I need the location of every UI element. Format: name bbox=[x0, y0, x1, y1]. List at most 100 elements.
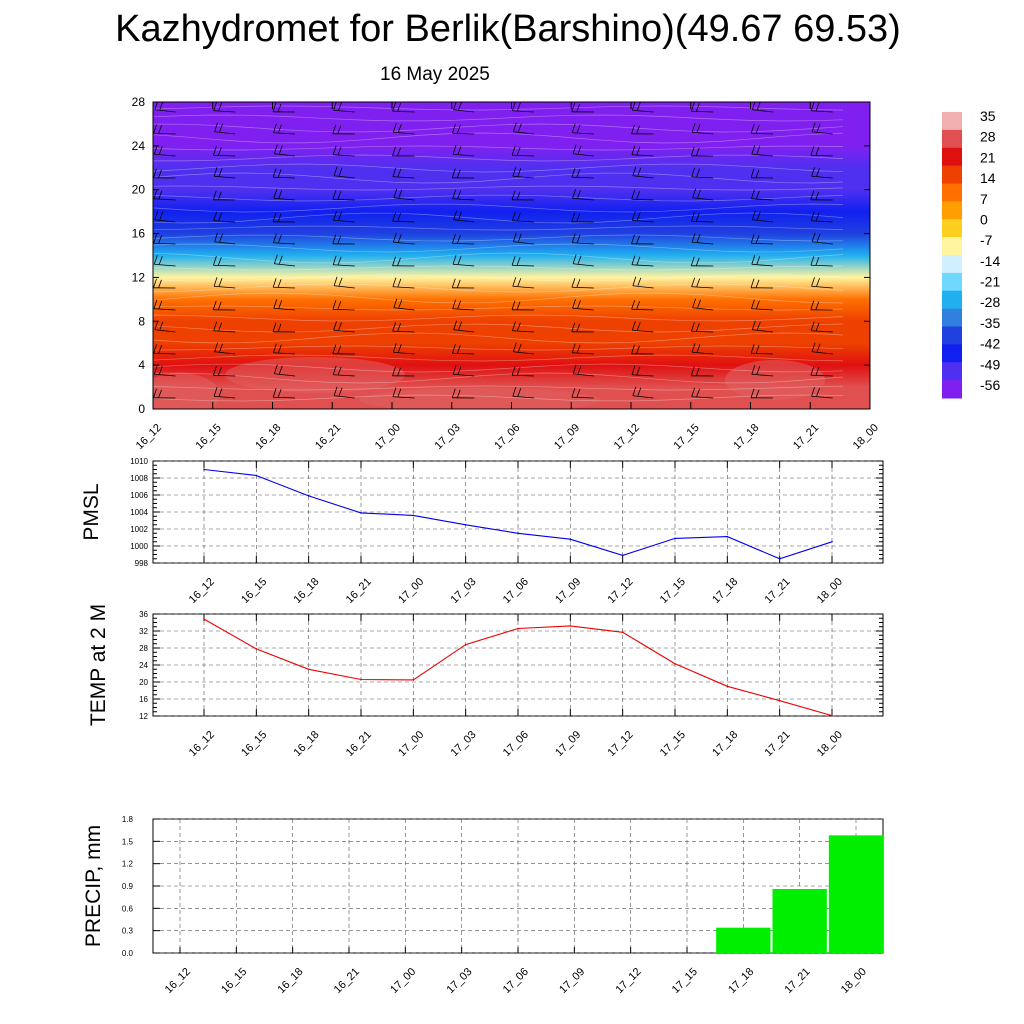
wind-barb bbox=[811, 122, 833, 135]
wind-barb bbox=[333, 386, 355, 399]
wind-barb bbox=[153, 365, 176, 377]
x-tick-label: 17_18 bbox=[726, 966, 756, 996]
colorbar-label: 0 bbox=[980, 211, 988, 227]
wind-barb bbox=[452, 365, 475, 377]
x-tick-label: 16_12 bbox=[134, 422, 164, 452]
chart-date: 16 May 2025 bbox=[380, 64, 490, 85]
contour-line bbox=[153, 225, 844, 231]
colorbar-segment bbox=[942, 380, 962, 399]
wind-barb bbox=[452, 234, 475, 245]
colorbar-segment bbox=[942, 344, 962, 363]
data-point bbox=[621, 554, 624, 557]
x-tick-label: 16_15 bbox=[194, 422, 224, 452]
colorbar-segment bbox=[942, 272, 962, 292]
wind-barb bbox=[691, 123, 714, 135]
colorbar-segment bbox=[942, 183, 962, 202]
colorbar-label: -21 bbox=[980, 274, 1000, 290]
colorbar-segment bbox=[942, 129, 962, 149]
wind-barb bbox=[691, 102, 714, 113]
y-tick-label: 36 bbox=[139, 610, 148, 619]
x-tick-label: 17_00 bbox=[373, 422, 403, 452]
wind-barb bbox=[691, 233, 714, 245]
x-tick-label: 17_09 bbox=[553, 576, 583, 606]
colorbar-segment bbox=[942, 165, 962, 184]
y-tick-label: 1000 bbox=[130, 542, 148, 551]
warm-cell bbox=[725, 360, 825, 400]
colorbar-label: 21 bbox=[980, 149, 996, 165]
data-point bbox=[621, 631, 624, 634]
wind-barb bbox=[811, 342, 833, 355]
wind-barb bbox=[153, 168, 176, 179]
colorbar-segment bbox=[942, 255, 962, 274]
precip-bar bbox=[716, 927, 771, 953]
wind-barb bbox=[154, 210, 176, 223]
y-tick-label: 1004 bbox=[130, 508, 148, 517]
wind-barb bbox=[571, 388, 594, 399]
contour-line bbox=[153, 243, 844, 253]
wind-barb bbox=[512, 102, 535, 113]
wind-barb bbox=[751, 320, 774, 333]
x-tick-label: 16_18 bbox=[291, 576, 321, 606]
y-tick-label: 16 bbox=[139, 695, 148, 704]
colorbar-segment bbox=[942, 201, 962, 220]
wind-barb bbox=[452, 145, 475, 157]
data-point bbox=[517, 627, 519, 630]
wind-barb bbox=[750, 168, 774, 179]
data-point bbox=[307, 668, 310, 671]
y-tick-label: 16 bbox=[132, 227, 146, 241]
wind-barb bbox=[511, 256, 535, 267]
x-tick-label: 17_12 bbox=[612, 422, 642, 452]
x-tick-label: 17_06 bbox=[501, 966, 531, 996]
wind-barb bbox=[392, 167, 415, 179]
wind-barb bbox=[392, 102, 415, 113]
colorbar-segment bbox=[942, 308, 962, 327]
data-point bbox=[307, 495, 310, 497]
y-axis-title: PMSL bbox=[80, 483, 103, 540]
x-tick-label: 17_09 bbox=[553, 729, 583, 759]
wind-barb bbox=[632, 386, 654, 399]
x-tick-label: 16_15 bbox=[239, 729, 269, 759]
wind-barb bbox=[811, 232, 833, 245]
wind-barb bbox=[273, 364, 296, 377]
contour-line bbox=[153, 105, 844, 111]
wind-barb bbox=[810, 321, 833, 333]
y-tick-label: 8 bbox=[138, 314, 145, 328]
pmsl-panel: 998 1000 1002 1004 1006 1008 1010 16_12 16_15 16_… bbox=[80, 457, 884, 606]
y-tick-label: 4 bbox=[138, 358, 145, 372]
x-tick-label: 17_06 bbox=[501, 729, 531, 759]
x-tick-label: 17_06 bbox=[501, 576, 531, 606]
wind-barb bbox=[511, 146, 535, 157]
contour-line bbox=[153, 145, 844, 151]
wind-barb bbox=[571, 343, 594, 355]
data-point bbox=[203, 618, 205, 620]
wind-barb bbox=[212, 190, 236, 201]
wind-barb bbox=[750, 388, 774, 399]
y-tick-label: 998 bbox=[135, 559, 149, 568]
wind-barb bbox=[690, 256, 714, 267]
wind-barb bbox=[153, 124, 176, 135]
wind-barb bbox=[392, 343, 415, 355]
wind-barbs bbox=[153, 102, 833, 399]
wind-barb bbox=[392, 277, 415, 289]
x-tick-label: 17_18 bbox=[710, 729, 740, 759]
colorbar-label: -7 bbox=[980, 232, 993, 248]
wind-barb bbox=[213, 102, 236, 113]
wind-barb bbox=[512, 277, 535, 289]
wind-barb bbox=[272, 322, 296, 333]
wind-barb bbox=[153, 255, 176, 267]
wind-barb bbox=[153, 344, 176, 355]
colorbar-segment bbox=[942, 362, 962, 381]
wind-barb bbox=[571, 278, 594, 289]
wind-barb bbox=[213, 277, 236, 289]
contour-lines bbox=[153, 105, 844, 402]
x-tick-label: 17_18 bbox=[731, 422, 761, 452]
colorbar-label: 14 bbox=[980, 170, 996, 186]
x-tick-label: 17_12 bbox=[605, 576, 635, 606]
wind-barb bbox=[273, 343, 296, 355]
contour-line bbox=[153, 283, 844, 293]
wind-barb bbox=[632, 276, 654, 289]
x-tick-label: 17_21 bbox=[762, 729, 792, 759]
y-tick-label: 28 bbox=[132, 95, 146, 109]
wind-barb bbox=[512, 167, 535, 179]
wind-barb bbox=[631, 234, 654, 245]
